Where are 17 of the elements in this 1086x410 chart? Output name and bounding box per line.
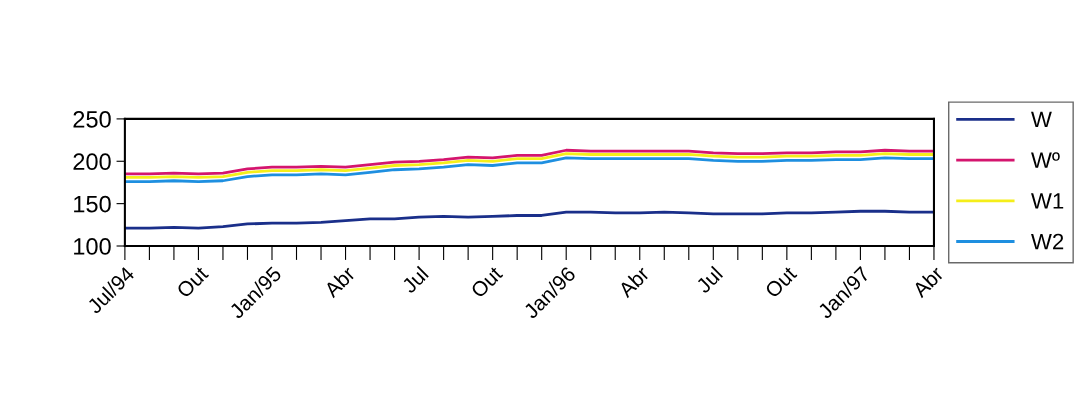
- x-tick-label: Out: [175, 265, 210, 299]
- x-tick-label: Abr: [616, 264, 651, 299]
- y-tick-label: 100: [74, 238, 111, 255]
- x-tick-label: Jul: [694, 265, 724, 295]
- x-tick-label: Jul: [400, 265, 429, 295]
- y-tick-label: 200: [73, 153, 111, 171]
- x-tick-label: Abr: [911, 264, 945, 299]
- legend-label: W: [1031, 111, 1052, 128]
- legend-label: Wº: [1031, 152, 1060, 168]
- legend-label: W2: [1031, 233, 1064, 250]
- y-tick-label: 150: [74, 195, 111, 213]
- x-tick-label: Abr: [322, 264, 357, 299]
- x-tick-label: Out: [764, 265, 798, 299]
- legend-label: W1: [1031, 193, 1064, 209]
- line-series: [124, 209, 934, 230]
- x-tick-label: Out: [469, 265, 504, 299]
- y-tick-label: 250: [73, 110, 111, 128]
